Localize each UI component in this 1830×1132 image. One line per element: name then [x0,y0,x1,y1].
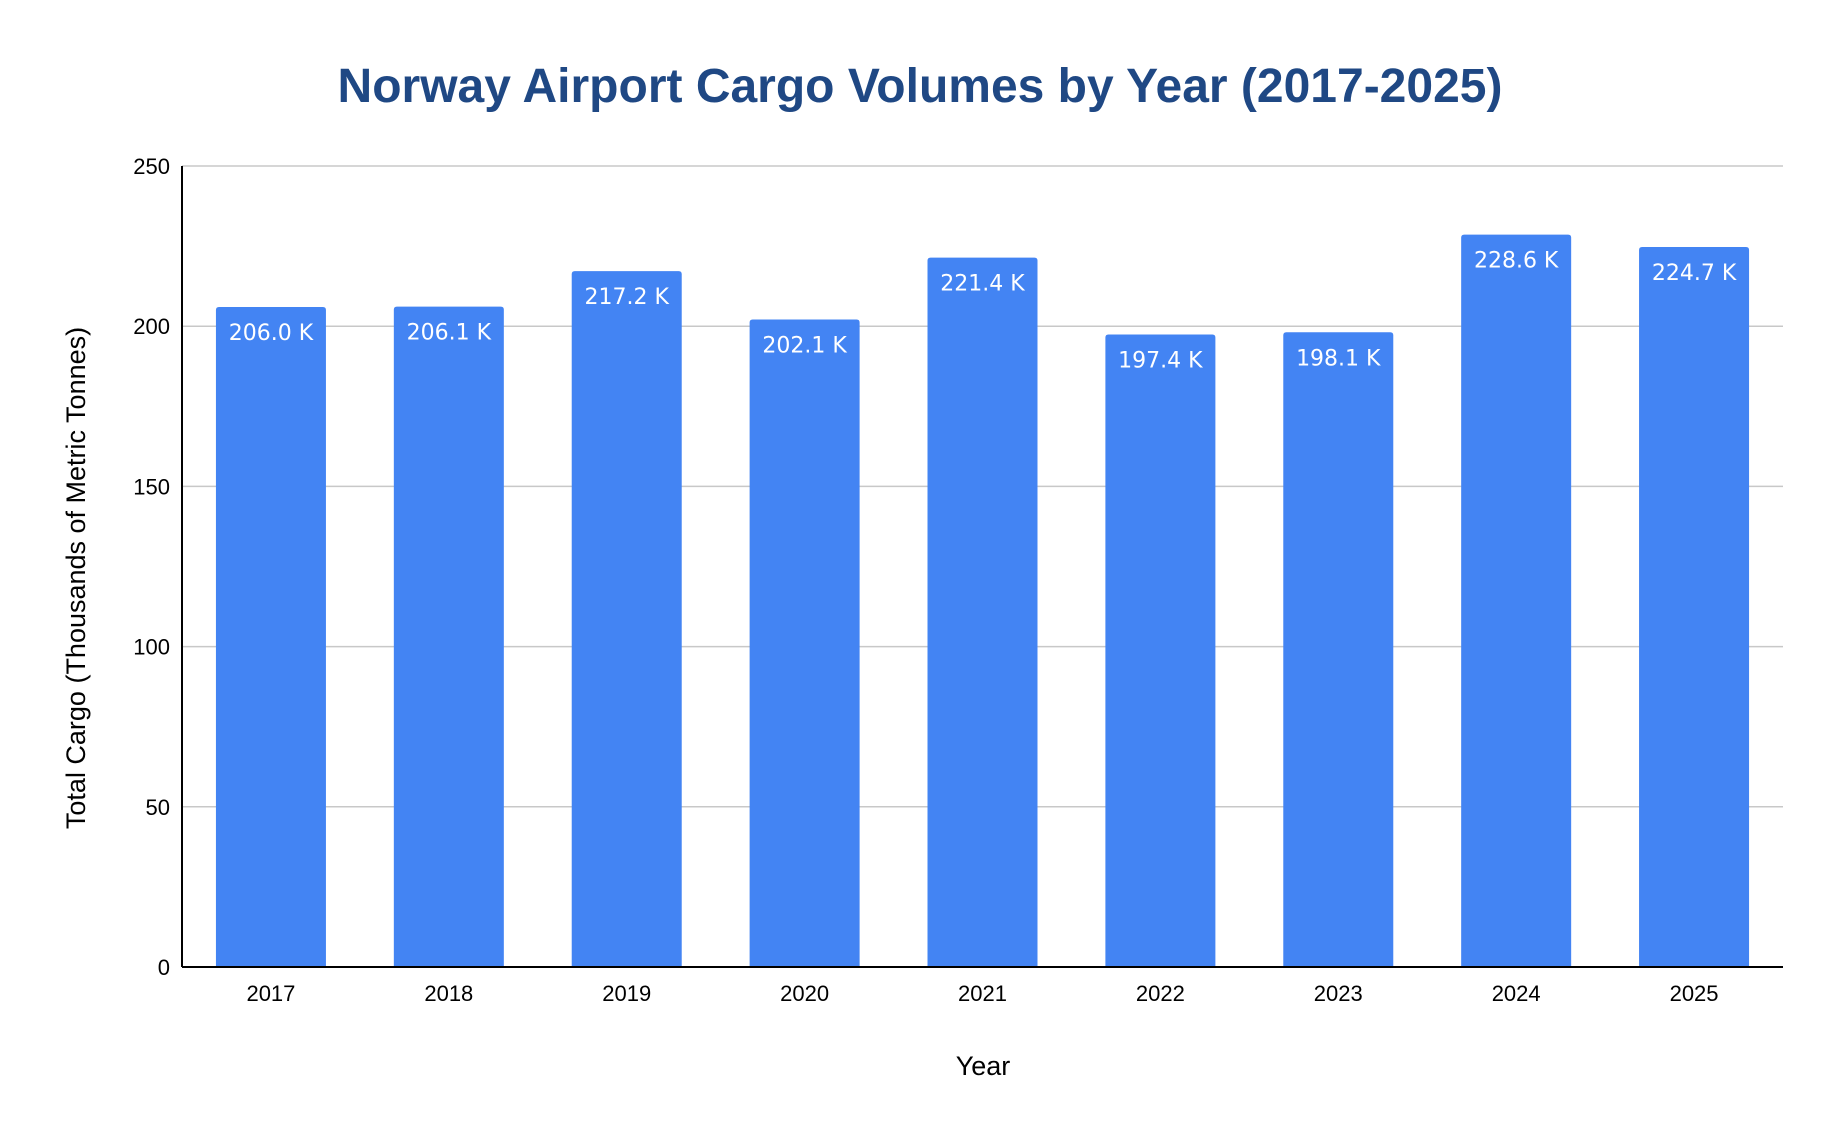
data-label-2021: 221.4 K [940,272,1025,297]
x-tick-label: 2020 [780,981,829,1006]
x-axis-title: Year [956,1051,1011,1081]
x-tick-label: 2019 [602,981,651,1006]
data-label-2024: 228.6 K [1474,249,1559,274]
x-tick-label: 2023 [1314,981,1363,1006]
x-tick-label: 2021 [958,981,1007,1006]
bar-2020 [749,319,860,968]
x-tick-label: 2018 [424,981,473,1006]
bar-2019 [571,271,682,967]
bar-2025 [1639,247,1750,967]
x-tick-label: 2024 [1492,981,1541,1006]
y-axis-ticks: 0 50 100 150 200 250 [133,154,170,980]
data-label-2020: 202.1 K [762,333,847,358]
data-label-2022: 197.4 K [1118,349,1203,374]
bar-2024 [1461,234,1572,967]
y-tick-label: 100 [133,635,170,660]
bar-2023 [1283,332,1394,967]
y-tick-label: 200 [133,314,170,339]
x-tick-label: 2017 [246,981,295,1006]
data-label-2023: 198.1 K [1296,346,1381,371]
bar-2018 [393,306,504,967]
x-axis-ticks: 2017 2018 2019 2020 2021 2022 2023 2024 2025 [246,981,1718,1006]
y-tick-label: 50 [146,795,170,820]
axes [181,166,1783,968]
x-tick-label: 2025 [1670,981,1719,1006]
chart-title: Norway Airport Cargo Volumes by Year (20… [338,60,1503,113]
y-axis-title: Total Cargo (Thousands of Metric Tonnes) [61,327,91,829]
x-tick-label: 2022 [1136,981,1185,1006]
data-label-2025: 224.7 K [1652,261,1737,286]
bar-2022 [1105,334,1216,967]
data-labels: 206.0 K 206.1 K 217.2 K 202.1 K 221.4 K 197.4… [229,249,1737,374]
bar-2021 [927,257,1038,967]
data-label-2017: 206.0 K [229,321,314,346]
y-tick-label: 150 [133,474,170,499]
bars [215,234,1750,968]
bar-2017 [215,306,326,967]
y-tick-label: 250 [133,154,170,179]
data-label-2018: 206.1 K [407,321,492,346]
data-label-2019: 217.2 K [585,285,670,310]
y-tick-label: 0 [158,955,170,980]
